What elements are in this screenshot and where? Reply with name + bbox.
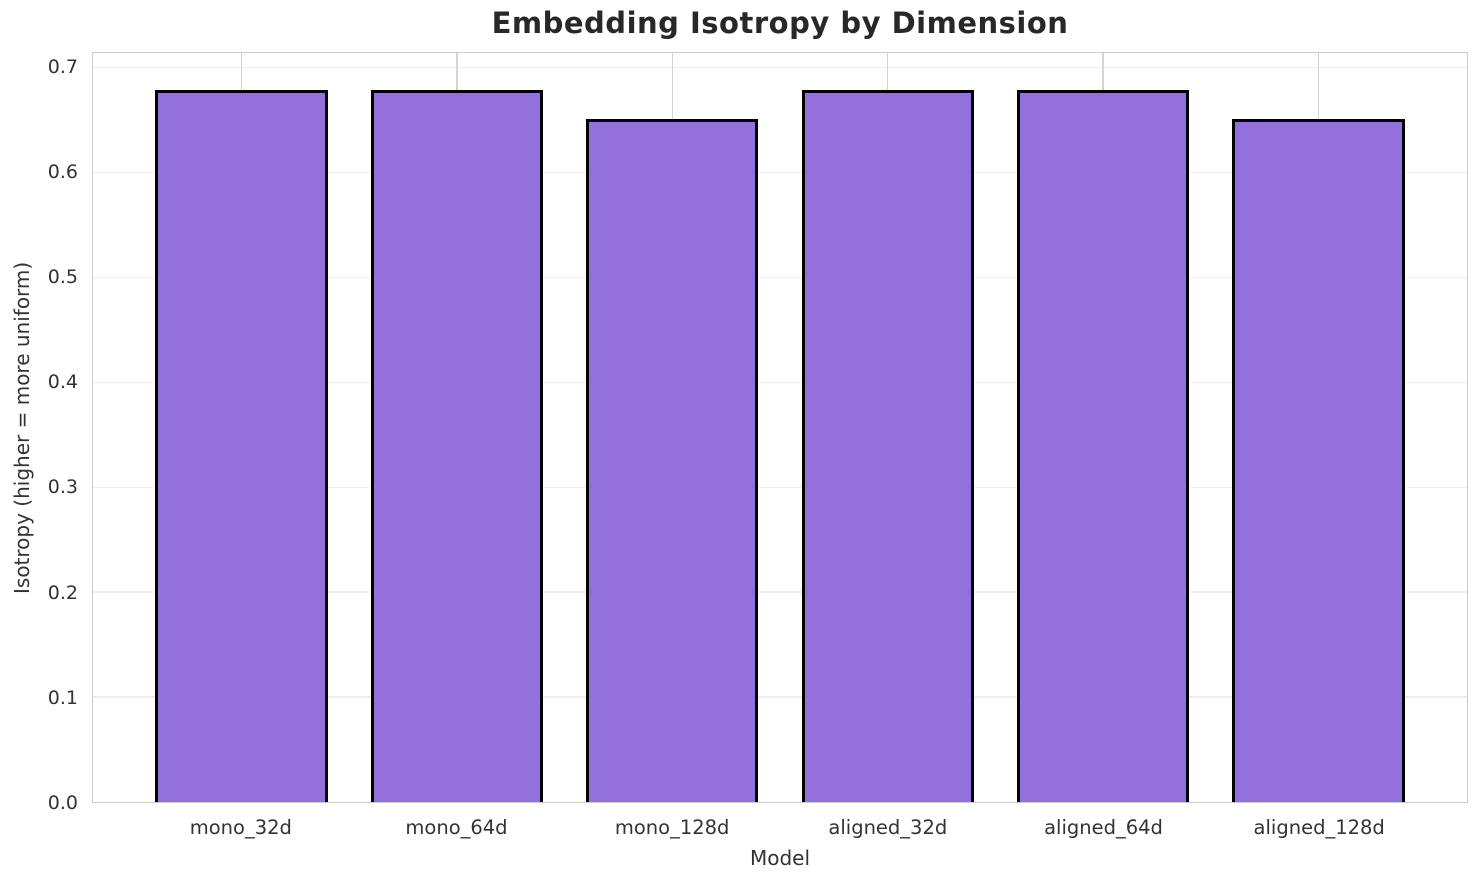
x-tick-label-aligned_128d: aligned_128d xyxy=(1253,816,1385,839)
x-tick-label-aligned_32d: aligned_32d xyxy=(828,816,948,839)
bar-aligned_128d xyxy=(1232,119,1405,802)
bar-aligned_64d xyxy=(1016,89,1190,802)
gridline-y-0.4 xyxy=(93,381,1467,384)
bar-mono_128d xyxy=(586,119,759,802)
gridline-y-0.5 xyxy=(93,276,1467,279)
x-tick-label-aligned_64d: aligned_64d xyxy=(1044,816,1163,839)
y-tick-label-0.1: 0.1 xyxy=(47,686,78,709)
x-axis-tick-labels: mono_32d mono_64d mono_128d aligned_32d alig… xyxy=(92,803,1468,843)
gridline-y-0.1 xyxy=(93,696,1467,698)
y-tick-label-0.4: 0.4 xyxy=(47,371,78,394)
x-tick-label-mono_128d: mono_128d xyxy=(614,816,730,839)
bar-aligned_32d xyxy=(801,89,974,802)
x-tick-label-mono_32d: mono_32d xyxy=(189,816,292,839)
y-tick-label-0.6: 0.6 xyxy=(47,160,78,183)
gridline-y-0.6 xyxy=(93,171,1467,174)
gridline-y-0.7 xyxy=(93,66,1467,69)
gridline-y-0.2 xyxy=(93,591,1467,593)
x-tick-label-mono_64d: mono_64d xyxy=(405,816,508,839)
y-tick-label-0.7: 0.7 xyxy=(47,55,78,78)
plot-area xyxy=(92,52,1468,803)
gridline-y-0.3 xyxy=(93,486,1467,489)
bar-mono_64d xyxy=(370,89,544,802)
y-tick-label-0.3: 0.3 xyxy=(47,476,78,499)
chart-title: Embedding Isotropy by Dimension xyxy=(491,6,1069,40)
bar-mono_32d xyxy=(155,89,328,802)
y-tick-label-0.0: 0.0 xyxy=(47,792,78,814)
y-axis-tick-labels: 0.0 0.1 0.2 0.3 0.4 0.5 0.6 0.7 xyxy=(0,52,84,814)
y-tick-label-0.2: 0.2 xyxy=(47,581,78,604)
y-tick-label-0.5: 0.5 xyxy=(47,266,78,289)
x-axis-label: Model xyxy=(749,846,811,870)
